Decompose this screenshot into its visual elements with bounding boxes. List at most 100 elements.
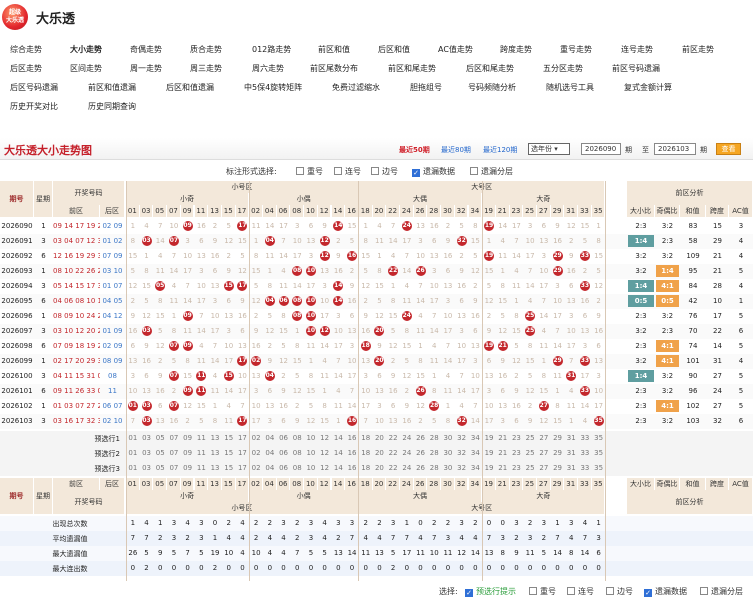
nav-item[interactable]: 大小走势 xyxy=(70,45,102,54)
bottom-option-5[interactable]: 遗漏分层 xyxy=(700,586,743,597)
preselect-number[interactable]: 06 xyxy=(279,449,288,457)
preselect-number[interactable]: 19 xyxy=(484,449,494,457)
preselect-number[interactable]: 16 xyxy=(347,449,357,457)
nav-item[interactable]: 后区走势 xyxy=(10,64,42,73)
nav-item[interactable]: 前区和值 xyxy=(318,45,350,54)
checkbox[interactable] xyxy=(296,167,304,175)
preselect-number[interactable]: 25 xyxy=(525,449,535,457)
nav-item[interactable]: 前区走势 xyxy=(682,45,714,54)
preselect-number[interactable]: 17 xyxy=(237,449,247,457)
preselect-number[interactable]: 09 xyxy=(183,449,193,457)
nav-item[interactable]: 区间走势 xyxy=(70,64,102,73)
preselect-number[interactable]: 02 xyxy=(251,464,261,472)
checkbox[interactable]: ✓ xyxy=(465,589,473,597)
nav-item[interactable]: 五分区走势 xyxy=(543,64,583,73)
preselect-number[interactable]: 28 xyxy=(429,449,439,457)
query-button[interactable]: 查看 xyxy=(716,143,741,155)
preselect-number[interactable]: 04 xyxy=(265,464,275,472)
nav-item[interactable]: 历史同期查询 xyxy=(88,102,136,111)
preselect-number[interactable]: 15 xyxy=(224,449,234,457)
recent-50-link[interactable]: 最近50期 xyxy=(399,146,430,154)
nav-item[interactable]: 历史开奖对比 xyxy=(10,102,58,111)
preselect-number[interactable]: 25 xyxy=(525,434,535,442)
preselect-number[interactable]: 32 xyxy=(457,449,467,457)
bottom-option-0[interactable]: ✓ 预选行提示 xyxy=(465,586,516,597)
nav-item[interactable]: 前区和尾走势 xyxy=(388,64,436,73)
nav-item[interactable]: 连号走势 xyxy=(621,45,653,54)
preselect-number[interactable]: 14 xyxy=(333,449,343,457)
preselect-number[interactable]: 20 xyxy=(374,464,384,472)
preselect-number[interactable]: 26 xyxy=(416,449,425,457)
nav-item[interactable]: 重号走势 xyxy=(560,45,592,54)
option-2[interactable]: 边号 xyxy=(371,166,398,177)
preselect-number[interactable]: 27 xyxy=(539,449,549,457)
checkbox[interactable]: ✓ xyxy=(644,589,652,597)
preselect-number[interactable]: 08 xyxy=(292,449,302,457)
preselect-number[interactable]: 13 xyxy=(210,434,220,442)
preselect-number[interactable]: 14 xyxy=(333,434,343,442)
preselect-number[interactable]: 32 xyxy=(457,464,467,472)
preselect-number[interactable]: 27 xyxy=(539,434,549,442)
preselect-number[interactable]: 20 xyxy=(374,449,384,457)
preselect-number[interactable]: 24 xyxy=(402,434,412,442)
preselect-number[interactable]: 24 xyxy=(402,449,412,457)
preselect-number[interactable]: 19 xyxy=(484,434,494,442)
preselect-number[interactable]: 10 xyxy=(306,449,316,457)
nav-item[interactable]: 后区和值 xyxy=(378,45,410,54)
bottom-option-3[interactable]: 边号 xyxy=(606,586,633,597)
bottom-option-1[interactable]: 重号 xyxy=(529,586,556,597)
checkbox[interactable] xyxy=(606,587,614,595)
recent-120-link[interactable]: 最近120期 xyxy=(483,146,518,154)
preselect-number[interactable]: 24 xyxy=(402,464,412,472)
preselect-number[interactable]: 09 xyxy=(183,464,193,472)
to-period-input[interactable]: 2026103 xyxy=(654,143,696,155)
preselect-number[interactable]: 20 xyxy=(374,434,384,442)
preselect-number[interactable]: 05 xyxy=(155,464,165,472)
preselect-number[interactable]: 15 xyxy=(224,464,234,472)
preselect-number[interactable]: 29 xyxy=(553,434,562,442)
preselect-number[interactable]: 34 xyxy=(470,464,480,472)
preselect-number[interactable]: 12 xyxy=(320,449,330,457)
preselect-number[interactable]: 09 xyxy=(183,434,193,442)
preselect-number[interactable]: 21 xyxy=(498,449,508,457)
preselect-number[interactable]: 13 xyxy=(210,464,220,472)
preselect-row[interactable] xyxy=(0,446,753,461)
preselect-number[interactable]: 27 xyxy=(539,464,549,472)
from-period-input[interactable]: 2026090 xyxy=(581,143,621,155)
nav-item[interactable]: AC值走势 xyxy=(438,45,473,54)
nav-item[interactable]: 后区和值遗漏 xyxy=(166,83,214,92)
preselect-number[interactable]: 21 xyxy=(498,464,508,472)
preselect-number[interactable]: 18 xyxy=(361,464,371,472)
checkbox[interactable] xyxy=(567,587,575,595)
checkbox[interactable]: ✓ xyxy=(412,169,420,177)
preselect-number[interactable]: 28 xyxy=(429,464,439,472)
preselect-number[interactable]: 02 xyxy=(251,434,261,442)
preselect-number[interactable]: 01 xyxy=(128,434,138,442)
checkbox[interactable] xyxy=(470,167,478,175)
nav-item[interactable]: 胆拖组号 xyxy=(410,83,442,92)
preselect-number[interactable]: 23 xyxy=(511,464,521,472)
preselect-number[interactable]: 18 xyxy=(361,449,371,457)
bottom-option-4[interactable]: ✓ 遗漏数据 xyxy=(644,586,687,597)
preselect-number[interactable]: 34 xyxy=(470,434,480,442)
preselect-number[interactable]: 22 xyxy=(388,464,398,472)
preselect-number[interactable]: 07 xyxy=(169,449,179,457)
preselect-number[interactable]: 22 xyxy=(388,434,398,442)
preselect-number[interactable]: 29 xyxy=(553,464,562,472)
preselect-number[interactable]: 18 xyxy=(361,434,371,442)
preselect-number[interactable]: 01 xyxy=(128,464,138,472)
option-3[interactable]: ✓ 遗漏数据 xyxy=(412,166,455,177)
nav-item[interactable]: 号码频随分析 xyxy=(468,83,516,92)
preselect-number[interactable]: 19 xyxy=(484,464,494,472)
preselect-number[interactable]: 05 xyxy=(155,449,165,457)
preselect-number[interactable]: 10 xyxy=(306,434,316,442)
nav-item[interactable]: 012路走势 xyxy=(252,45,292,54)
checkbox[interactable] xyxy=(334,167,342,175)
preselect-number[interactable]: 08 xyxy=(292,464,302,472)
preselect-number[interactable]: 35 xyxy=(594,434,604,442)
preselect-number[interactable]: 35 xyxy=(594,464,604,472)
preselect-number[interactable]: 30 xyxy=(443,464,453,472)
preselect-row[interactable] xyxy=(0,461,753,476)
preselect-number[interactable]: 21 xyxy=(498,434,508,442)
option-1[interactable]: 连号 xyxy=(334,166,361,177)
